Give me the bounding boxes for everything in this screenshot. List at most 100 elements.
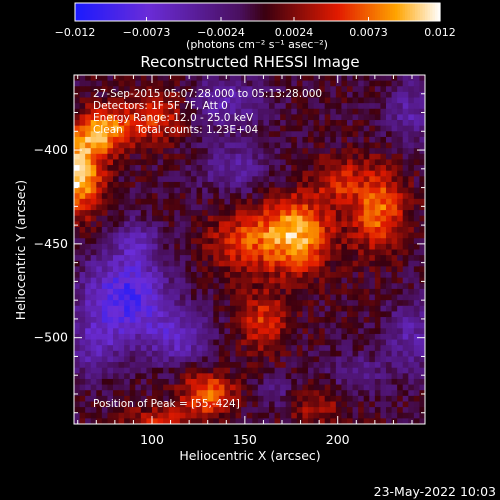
heatmap-cell xyxy=(263,272,270,279)
heatmap-cell xyxy=(241,373,248,380)
heatmap-cell xyxy=(230,300,236,307)
heatmap-cell xyxy=(358,362,365,369)
heatmap-cell xyxy=(352,103,359,110)
colorbar-cell xyxy=(115,3,119,21)
heatmap-cell xyxy=(291,339,298,346)
heatmap-cell xyxy=(319,131,326,138)
heatmap-cell xyxy=(157,288,164,295)
heatmap-cell xyxy=(369,86,376,93)
heatmap-cell xyxy=(118,91,125,98)
heatmap-cell xyxy=(308,260,314,267)
heatmap-cell xyxy=(263,384,270,391)
heatmap-cell xyxy=(413,170,420,177)
heatmap-cell xyxy=(263,165,270,172)
heatmap-cell xyxy=(352,317,359,324)
heatmap-cell xyxy=(358,390,365,397)
heatmap-cell xyxy=(174,356,181,363)
heatmap-cell xyxy=(402,412,409,419)
heatmap-cell xyxy=(90,277,97,284)
heatmap-cell xyxy=(118,255,125,262)
heatmap-cell xyxy=(280,159,287,166)
heatmap-cell xyxy=(118,249,125,256)
heatmap-cell xyxy=(380,283,387,290)
heatmap-cell xyxy=(124,390,131,397)
heatmap-cell xyxy=(135,210,142,217)
heatmap-cell xyxy=(386,300,392,307)
heatmap-cell xyxy=(280,153,287,160)
colorbar-cell xyxy=(140,3,144,21)
heatmap-cell xyxy=(179,362,186,369)
heatmap-cell xyxy=(85,339,92,346)
heatmap-cell xyxy=(96,136,103,143)
heatmap-cell xyxy=(213,390,220,397)
heatmap-cell xyxy=(380,97,387,104)
heatmap-cell xyxy=(235,283,242,290)
heatmap-cell xyxy=(335,91,342,98)
heatmap-cell xyxy=(196,193,203,200)
heatmap-cell xyxy=(347,210,353,217)
heatmap-cell xyxy=(308,350,314,357)
heatmap-cell xyxy=(363,136,370,143)
heatmap-cell xyxy=(96,294,103,301)
heatmap-cell xyxy=(269,187,275,194)
heatmap-cell xyxy=(202,277,209,284)
heatmap-cell xyxy=(252,311,259,318)
heatmap-cell xyxy=(241,114,248,121)
heatmap-cell xyxy=(202,294,209,301)
heatmap-cell xyxy=(202,255,209,262)
heatmap-cell xyxy=(419,373,426,380)
heatmap-cell xyxy=(386,266,392,273)
heatmap-cell xyxy=(358,187,365,194)
heatmap-cell xyxy=(124,170,131,177)
heatmap-cell xyxy=(391,294,398,301)
heatmap-cell xyxy=(207,125,214,132)
heatmap-cell xyxy=(218,136,225,143)
heatmap-cell xyxy=(341,75,348,82)
heatmap-cell xyxy=(74,108,80,115)
heatmap-cell xyxy=(341,339,348,346)
heatmap-cell xyxy=(185,210,192,217)
colorbar-cell xyxy=(252,3,256,21)
heatmap-cell xyxy=(135,125,142,132)
heatmap-cell xyxy=(140,322,147,329)
heatmap-cell xyxy=(252,384,259,391)
heatmap-cell xyxy=(369,120,376,127)
heatmap-cell xyxy=(213,125,220,132)
heatmap-cell xyxy=(391,333,398,340)
heatmap-cell xyxy=(241,136,248,143)
heatmap-cell xyxy=(257,148,264,155)
heatmap-cell xyxy=(241,300,248,307)
heatmap-cell xyxy=(330,305,337,312)
heatmap-cell xyxy=(235,165,242,172)
colorbar-cell xyxy=(405,3,409,21)
heatmap-cell xyxy=(174,187,181,194)
heatmap-cell xyxy=(96,131,103,138)
heatmap-cell xyxy=(235,339,242,346)
heatmap-cell xyxy=(324,125,331,132)
heatmap-cell xyxy=(374,418,381,425)
heatmap-cell xyxy=(335,339,342,346)
heatmap-cell xyxy=(391,378,398,385)
heatmap-cell xyxy=(386,305,392,312)
heatmap-cell xyxy=(246,390,253,397)
heatmap-cell xyxy=(296,165,303,172)
heatmap-cell xyxy=(157,300,164,307)
heatmap-cell xyxy=(319,204,326,211)
heatmap-cell xyxy=(140,193,147,200)
heatmap-cell xyxy=(352,91,359,98)
heatmap-cell xyxy=(129,401,136,408)
heatmap-cell xyxy=(324,356,331,363)
colorbar-cell xyxy=(342,3,346,21)
heatmap-cell xyxy=(90,339,97,346)
heatmap-cell xyxy=(241,277,248,284)
heatmap-cell xyxy=(79,159,86,166)
heatmap-cell xyxy=(386,97,392,104)
heatmap-cell xyxy=(85,198,92,205)
heatmap-cell xyxy=(124,142,131,149)
heatmap-cell xyxy=(374,328,381,335)
heatmap-cell xyxy=(352,367,359,374)
heatmap-cell xyxy=(202,283,209,290)
heatmap-cell xyxy=(218,288,225,295)
heatmap-cell xyxy=(157,181,164,188)
heatmap-cell xyxy=(285,412,292,419)
